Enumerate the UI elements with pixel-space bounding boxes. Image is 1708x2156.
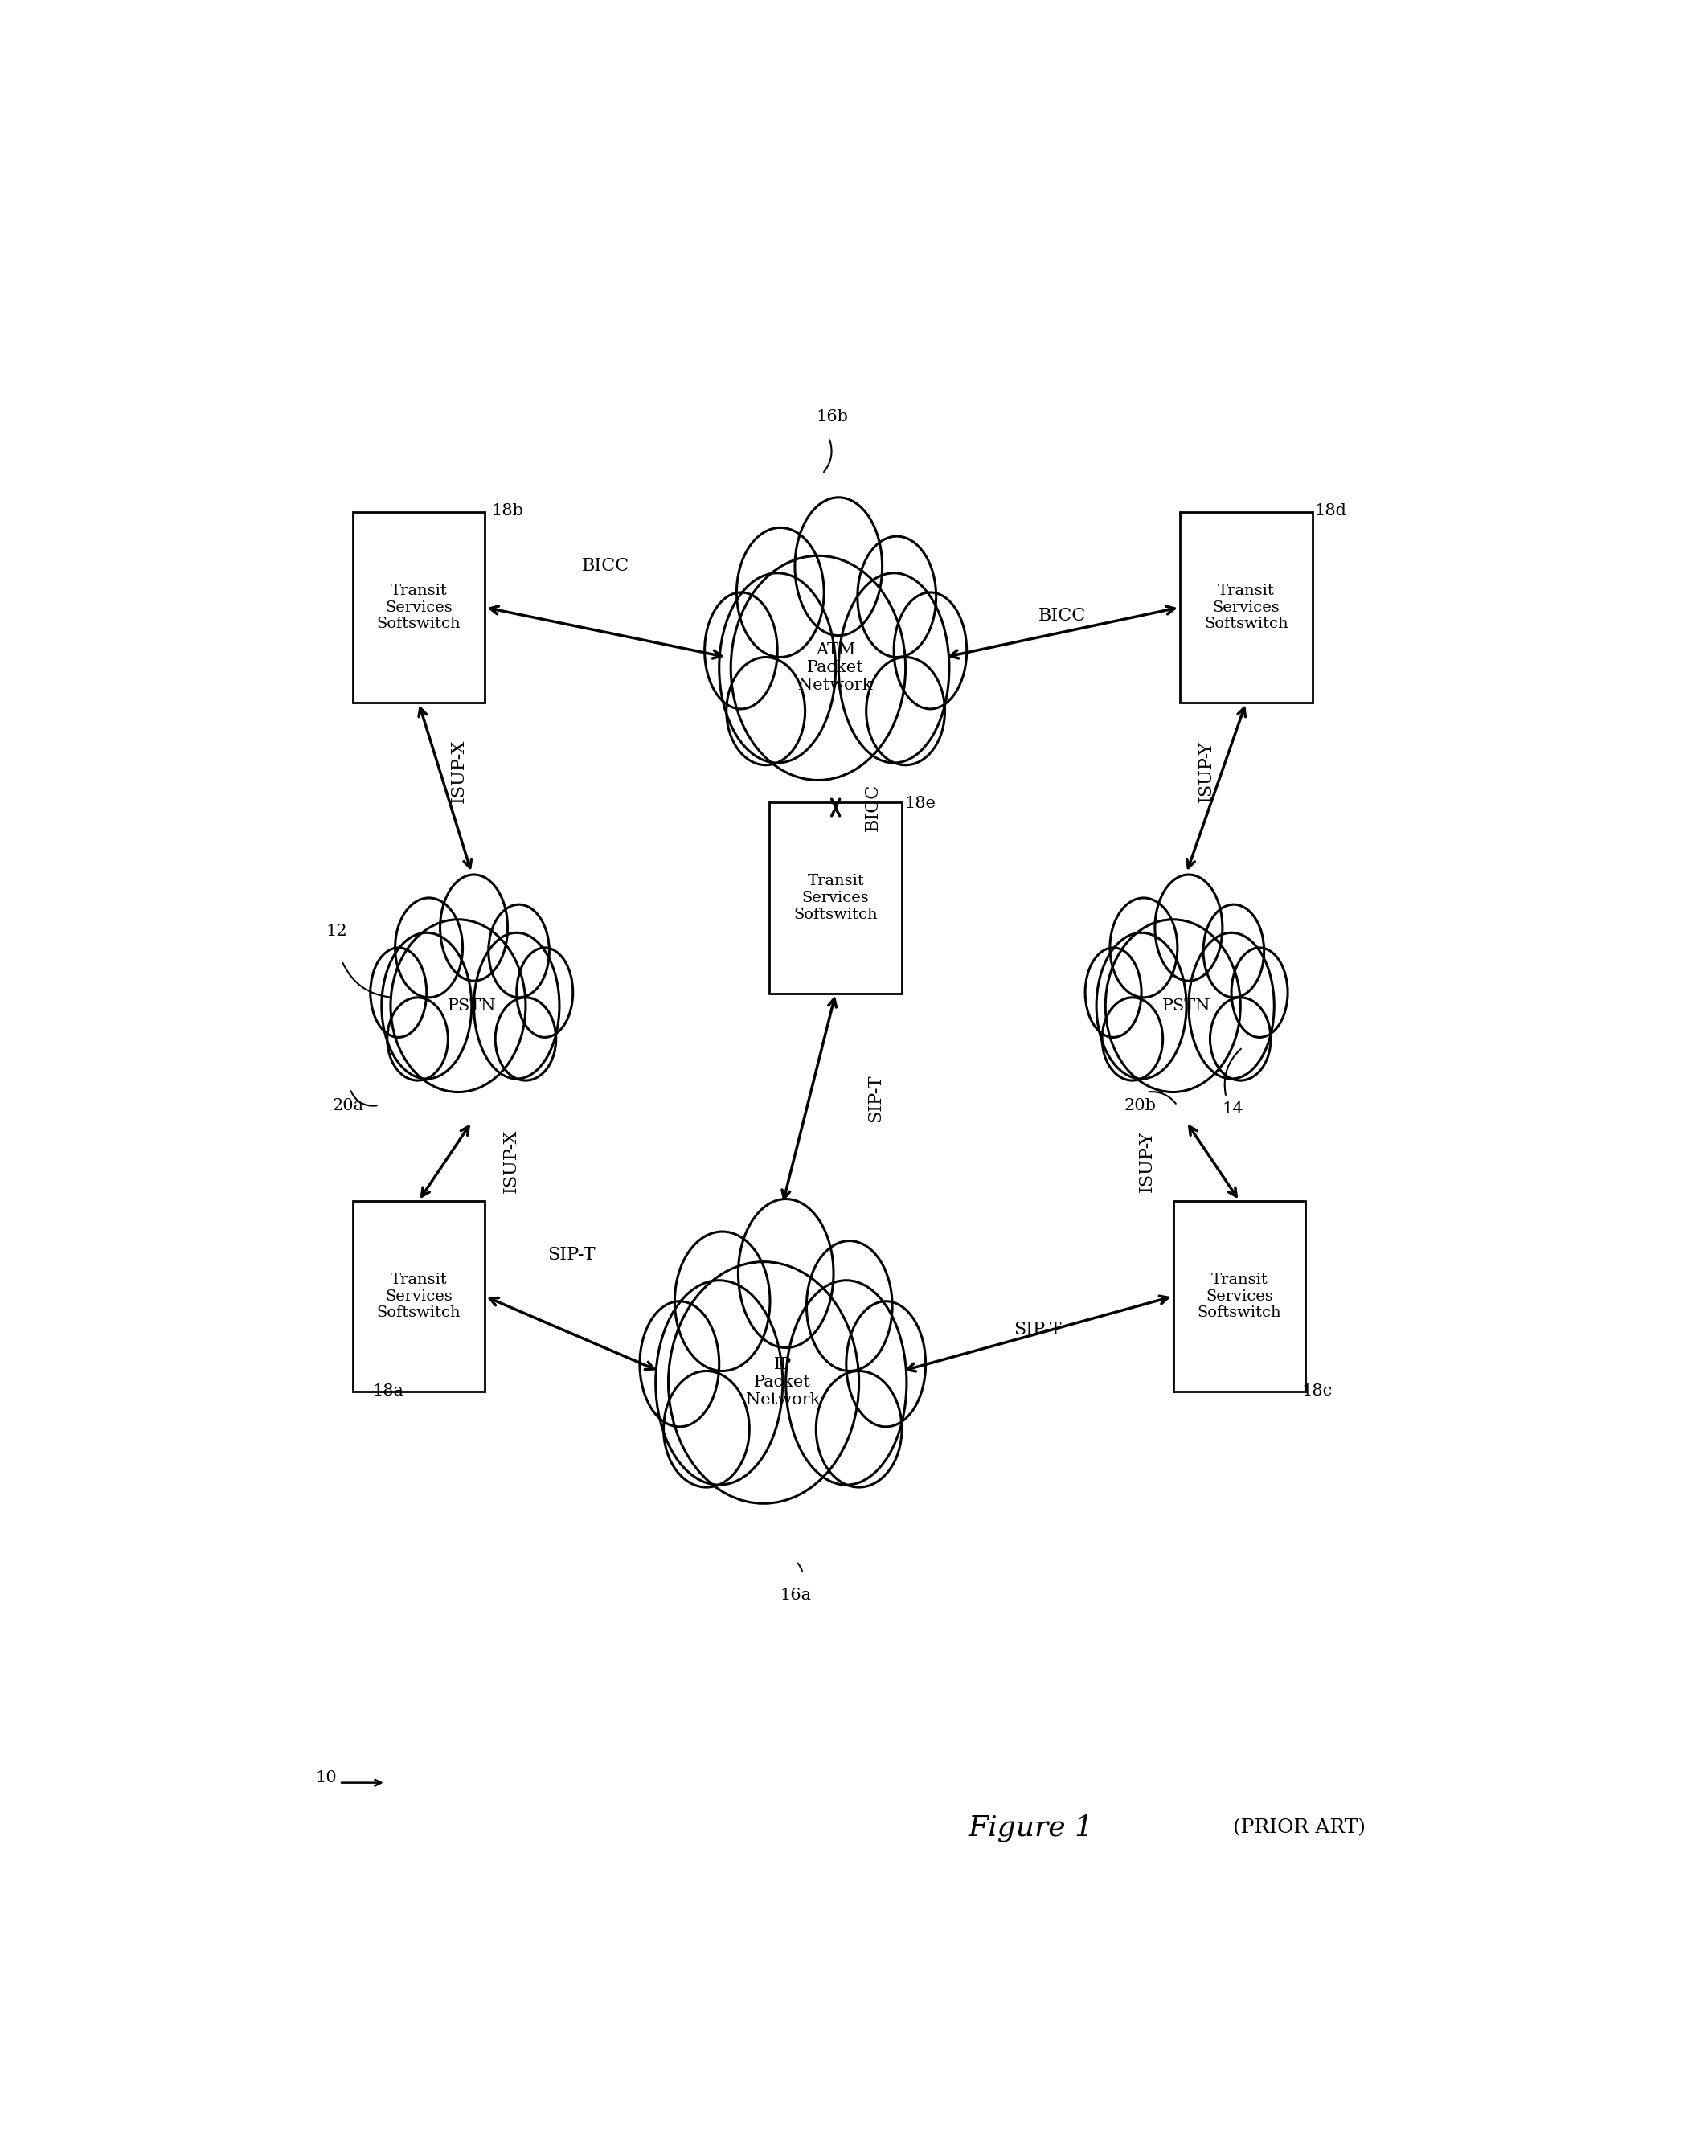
Text: SIP-T: SIP-T [866,1074,885,1123]
Text: 18b: 18b [492,502,524,520]
Text: Figure 1: Figure 1 [968,1813,1093,1841]
Ellipse shape [857,537,936,658]
Text: IP
Packet
Network: IP Packet Network [746,1358,820,1408]
Text: Transit
Services
Softswitch: Transit Services Softswitch [377,1272,461,1319]
Ellipse shape [893,593,967,709]
Ellipse shape [1102,998,1163,1080]
Ellipse shape [395,897,463,998]
Text: SIP-T: SIP-T [1013,1322,1061,1339]
Ellipse shape [726,658,804,765]
Ellipse shape [1231,949,1288,1037]
Ellipse shape [495,998,557,1080]
Text: BICC: BICC [864,783,881,832]
Ellipse shape [816,1371,902,1488]
Ellipse shape [441,875,507,981]
Bar [352,1201,485,1393]
Text: Transit
Services
Softswitch: Transit Services Softswitch [794,873,878,923]
Text: 20b: 20b [1124,1097,1156,1112]
Ellipse shape [668,1261,859,1503]
Text: ISUP-Y: ISUP-Y [1138,1130,1156,1192]
Text: (PRIOR ART): (PRIOR ART) [1233,1818,1365,1837]
Ellipse shape [738,1199,834,1348]
Ellipse shape [731,556,905,780]
Ellipse shape [1110,897,1177,998]
Text: BICC: BICC [582,556,630,576]
Text: Transit
Services
Softswitch: Transit Services Softswitch [1197,1272,1281,1319]
Text: SIP-T: SIP-T [548,1246,596,1263]
Ellipse shape [736,528,823,658]
Ellipse shape [1105,918,1240,1093]
Text: 16b: 16b [816,410,847,425]
Text: Transit
Services
Softswitch: Transit Services Softswitch [1204,584,1288,632]
Text: 16a: 16a [781,1587,811,1602]
Text: 18c: 18c [1301,1384,1332,1399]
Ellipse shape [675,1231,770,1371]
Bar [1180,511,1312,703]
Ellipse shape [488,906,550,998]
Ellipse shape [806,1242,892,1371]
Text: ATM
Packet
Network: ATM Packet Network [799,642,873,694]
Ellipse shape [719,573,835,763]
Ellipse shape [1097,934,1187,1078]
Ellipse shape [845,1302,926,1427]
Ellipse shape [1085,949,1141,1037]
Ellipse shape [794,498,883,636]
Text: 10: 10 [316,1770,336,1785]
Ellipse shape [705,593,777,709]
Text: BICC: BICC [1038,606,1086,625]
Bar [352,511,485,703]
Text: 12: 12 [326,923,347,938]
Ellipse shape [640,1302,719,1427]
Ellipse shape [388,998,447,1080]
Text: Transit
Services
Softswitch: Transit Services Softswitch [377,584,461,632]
Text: PSTN: PSTN [447,998,495,1013]
Ellipse shape [839,573,950,763]
Bar [1173,1201,1305,1393]
Ellipse shape [1155,875,1223,981]
Text: 14: 14 [1223,1102,1243,1117]
Ellipse shape [866,658,945,765]
Text: 20a: 20a [333,1097,364,1112]
Text: ISUP-X: ISUP-X [502,1130,521,1192]
Bar [769,802,902,994]
Ellipse shape [663,1371,750,1488]
Ellipse shape [656,1281,782,1485]
Text: ISUP-X: ISUP-X [449,740,468,804]
Ellipse shape [786,1281,907,1485]
Ellipse shape [1209,998,1271,1080]
Text: PSTN: PSTN [1161,998,1211,1013]
Ellipse shape [371,949,427,1037]
Ellipse shape [516,949,572,1037]
Ellipse shape [1204,906,1264,998]
Ellipse shape [391,918,526,1093]
Text: 18d: 18d [1315,502,1348,520]
Ellipse shape [473,934,560,1078]
Text: 18e: 18e [905,796,936,811]
Text: 18a: 18a [372,1384,403,1399]
Ellipse shape [1189,934,1274,1078]
Text: ISUP-Y: ISUP-Y [1197,740,1214,802]
Ellipse shape [381,934,471,1078]
